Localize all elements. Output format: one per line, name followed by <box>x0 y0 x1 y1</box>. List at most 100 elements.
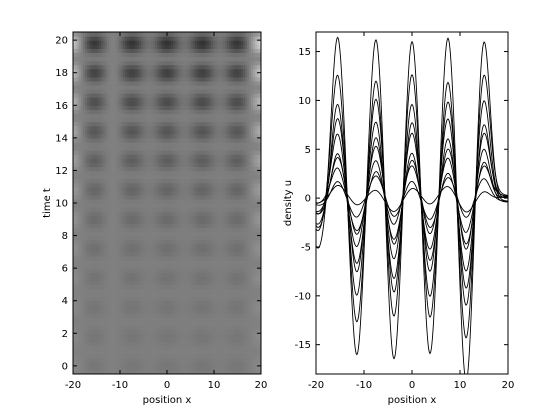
heatmap-cell <box>233 174 236 180</box>
heatmap-cell <box>227 243 230 249</box>
heatmap-cell <box>73 182 76 188</box>
heatmap-cell <box>193 174 196 180</box>
heatmap-cell <box>111 329 114 334</box>
heatmap-cell <box>77 292 80 298</box>
heatmap-cell <box>213 190 216 196</box>
heatmap-cell <box>171 178 174 184</box>
heatmap-cell <box>211 349 214 355</box>
heatmap-cell <box>179 239 182 245</box>
heatmap-cell <box>195 203 198 208</box>
heatmap-cell <box>171 325 174 330</box>
heatmap-cell <box>255 219 258 224</box>
heatmap-cell <box>123 296 126 302</box>
heatmap-cell <box>151 353 154 359</box>
heatmap-cell <box>83 365 86 371</box>
heatmap-cell <box>203 215 206 220</box>
heatmap-cell <box>181 211 184 216</box>
heatmap-cell <box>177 190 180 196</box>
heatmap-cell <box>93 365 96 371</box>
heatmap-cell <box>135 341 138 347</box>
heatmap-cell <box>221 215 224 220</box>
heatmap-cell <box>129 260 132 265</box>
heatmap-cell <box>233 276 236 281</box>
heatmap-cell <box>157 264 160 269</box>
heatmap-cell <box>171 211 174 216</box>
heatmap-cell <box>139 272 142 277</box>
heatmap-cell <box>243 166 246 172</box>
heatmap-cell <box>245 345 248 351</box>
heatmap-cell <box>243 207 246 212</box>
heatmap-cell <box>73 268 76 273</box>
heatmap-cell <box>201 243 204 249</box>
heatmap-cell <box>195 182 198 188</box>
heatmap-cell <box>201 329 204 334</box>
heatmap-cell <box>125 182 128 188</box>
heatmap-cell <box>197 369 200 374</box>
heatmap-cell <box>245 333 248 338</box>
heatmap-cell <box>175 247 178 253</box>
heatmap-cell <box>91 288 94 294</box>
heatmap-cell <box>243 190 246 196</box>
heatmap-cell <box>229 170 232 176</box>
heatmap-cell <box>115 317 118 322</box>
heatmap-cell <box>219 304 222 310</box>
heatmap-cell <box>203 243 206 249</box>
heatmap-cell <box>145 166 148 172</box>
heatmap-cell <box>237 325 240 330</box>
heatmap-cell <box>121 227 124 233</box>
heatmap-cell <box>83 243 86 249</box>
heatmap-cell <box>247 239 250 245</box>
heatmap-cell <box>89 308 92 314</box>
heatmap-cell <box>191 300 194 306</box>
heatmap-cell <box>173 369 176 374</box>
heatmap-cell <box>187 190 190 196</box>
heatmap-cell <box>131 223 134 229</box>
heatmap-cell <box>99 304 102 310</box>
heatmap-cell <box>89 369 92 374</box>
heatmap-cell <box>89 190 92 196</box>
heatmap-cell <box>197 251 200 257</box>
heatmap-cell <box>239 227 242 233</box>
heatmap-cell <box>75 203 78 208</box>
heatmap-cell <box>109 243 112 249</box>
heatmap-cell <box>215 203 218 208</box>
heatmap-cell <box>199 227 202 233</box>
heatmap-cell <box>237 162 240 167</box>
heatmap-cell <box>245 268 248 273</box>
heatmap-cell <box>231 178 234 184</box>
heatmap-cell <box>155 345 158 351</box>
heatmap-cell <box>141 329 144 334</box>
heatmap-cell <box>179 264 182 269</box>
heatmap-cell <box>227 284 230 290</box>
heatmap-cell <box>103 325 106 330</box>
heatmap-cell <box>177 235 180 241</box>
heatmap-cell <box>159 255 162 261</box>
heatmap-cell <box>231 325 234 330</box>
heatmap-cell <box>241 333 244 338</box>
heatmap-cell <box>165 190 168 196</box>
heatmap-cell <box>217 211 220 216</box>
heatmap-cell <box>143 292 146 298</box>
heatmap-cell <box>153 219 156 224</box>
heatmap-cell <box>179 231 182 237</box>
heatmap-cell <box>193 235 196 241</box>
heatmap-cell <box>135 247 138 253</box>
heatmap-cell <box>255 260 258 265</box>
heatmap-cell <box>111 300 114 306</box>
heatmap-cell <box>225 345 228 351</box>
heatmap-cell <box>157 207 160 212</box>
heatmap-cell <box>95 272 98 277</box>
heatmap-cell <box>211 251 214 257</box>
heatmap-cell <box>99 284 102 290</box>
heatmap-cell <box>239 211 242 216</box>
heatmap-cell <box>183 268 186 273</box>
heatmap-cell <box>93 264 96 269</box>
heatmap-cell <box>155 361 158 367</box>
heatmap-cell <box>87 304 90 310</box>
heatmap-cell <box>207 276 210 281</box>
heatmap-cell <box>195 174 198 180</box>
heatmap-cell <box>103 186 106 192</box>
heatmap-cell <box>121 337 124 343</box>
heatmap-cell <box>123 251 126 257</box>
heatmap-cell <box>143 231 146 237</box>
